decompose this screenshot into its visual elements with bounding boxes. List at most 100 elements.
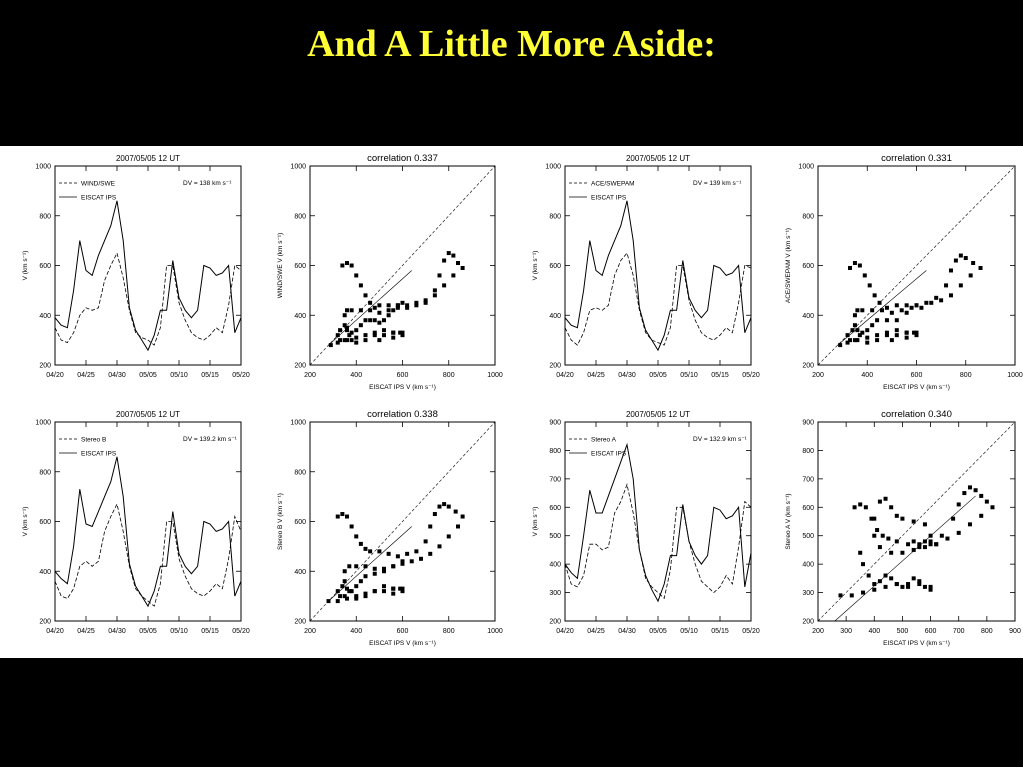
scatter-point [453,509,458,514]
y-tick-label: 200 [802,363,814,370]
scatter-point [963,256,968,261]
scatter-point [928,539,933,544]
series-line [565,200,751,352]
fit-line [834,495,976,622]
scatter-point [345,586,349,591]
plot-3: 2007/05/05 12 UT 200 400 600 800 1000 04/20 04/… [532,154,760,379]
scatter-point [900,584,905,589]
scatter-point [860,308,865,313]
x-tick-label: 700 [953,628,965,635]
scatter-point [884,318,889,323]
scatter-point [345,328,349,333]
x-tick-label: 05/10 [170,628,188,635]
plot-7: 2007/05/05 12 UT 200 300 400 500 600 700 800 900… [532,410,760,635]
x-tick-label: 05/20 [742,372,760,379]
scatter-point [354,594,359,599]
y-tick-label: 400 [802,562,814,569]
scatter-point [400,589,405,594]
x-tick-label: 1000 [487,628,503,635]
scatter-point [382,569,386,574]
scatter-point [363,293,368,298]
scatter-point [971,261,976,266]
scatter-point [405,303,410,308]
y-tick-label: 200 [39,363,51,370]
scatter-point [904,330,909,335]
y-tick-label: 900 [802,420,814,427]
fit-line [328,526,412,602]
chart-grid: 2007/05/05 12 UT 200 400 600 800 1000 04/20 04/… [22,153,1023,647]
x-tick-label: 200 [304,628,316,635]
scatter-point [446,251,451,256]
scatter-point [911,519,916,524]
scatter-point [437,504,442,509]
scatter-point [865,328,870,333]
x-tick-label: 1000 [1007,372,1023,379]
scatter-point [894,539,899,544]
scatter-point [904,303,909,308]
y-tick-label: 400 [39,569,51,576]
scatter-point [917,542,922,547]
scatter-point [382,589,386,594]
scatter-point [877,545,882,550]
x-tick-label: 200 [812,628,824,635]
series-line [565,252,751,346]
x-tick-label: 05/15 [711,628,729,635]
x-tick-label: 05/20 [232,372,250,379]
scatter-point [894,333,899,338]
x-axis-label: EISCAT IPS V (km s⁻¹) [369,384,436,391]
scatter-point [391,586,396,591]
scatter-point [377,549,382,554]
scatter-point [345,514,349,519]
x-tick-label: 04/20 [556,628,574,635]
scatter-point [855,338,860,343]
scatter-point [894,513,899,518]
scatter-point [432,293,437,298]
scatter-point [857,333,862,338]
scatter-point [883,496,888,501]
scatter-point [456,261,460,266]
scatter-point [372,318,377,323]
y-axis-label: V (km s⁻¹) [22,507,29,537]
plot-title: 2007/05/05 12 UT [116,410,180,419]
y-tick-label: 400 [802,313,814,320]
y-axis-label: Stereo A V (km s⁻¹) [785,493,792,549]
scatter-point [869,516,874,521]
scatter-point [428,524,433,529]
x-axis-label: EISCAT IPS V (km s⁻¹) [883,640,950,647]
scatter-point [852,261,857,266]
scatter-point [934,542,939,547]
y-tick-label: 800 [39,469,51,476]
scatter-point [906,584,911,589]
x-tick-label: 04/20 [556,372,574,379]
scatter-point [852,338,857,343]
scatter-point [928,542,933,547]
x-tick-label: 05/05 [139,628,157,635]
y-tick-label: 800 [549,448,561,455]
y-tick-label: 700 [802,476,814,483]
scatter-point [978,265,983,270]
scatter-point [338,594,343,599]
scatter-point [414,303,419,308]
y-tick-label: 800 [802,448,814,455]
scatter-point [419,556,423,561]
scatter-point [442,283,447,288]
scatter-point [354,596,359,601]
scatter-point [860,330,865,335]
scatter-point [363,564,368,569]
y-tick-label: 500 [802,533,814,540]
scatter-point [956,530,961,535]
x-tick-label: 05/15 [201,628,219,635]
x-tick-label: 1000 [487,372,503,379]
scatter-point [883,573,888,578]
x-tick-label: 600 [925,628,937,635]
x-tick-label: 800 [960,372,972,379]
y-tick-label: 700 [549,476,561,483]
scatter-point [354,340,359,345]
scatter-point [335,340,340,345]
scatter-point [858,502,863,507]
scatter-point [939,533,944,538]
y-tick-label: 600 [294,519,306,526]
x-tick-label: 900 [1009,628,1021,635]
scatter-point [861,590,866,595]
legend-label: EISCAT IPS [591,451,627,458]
